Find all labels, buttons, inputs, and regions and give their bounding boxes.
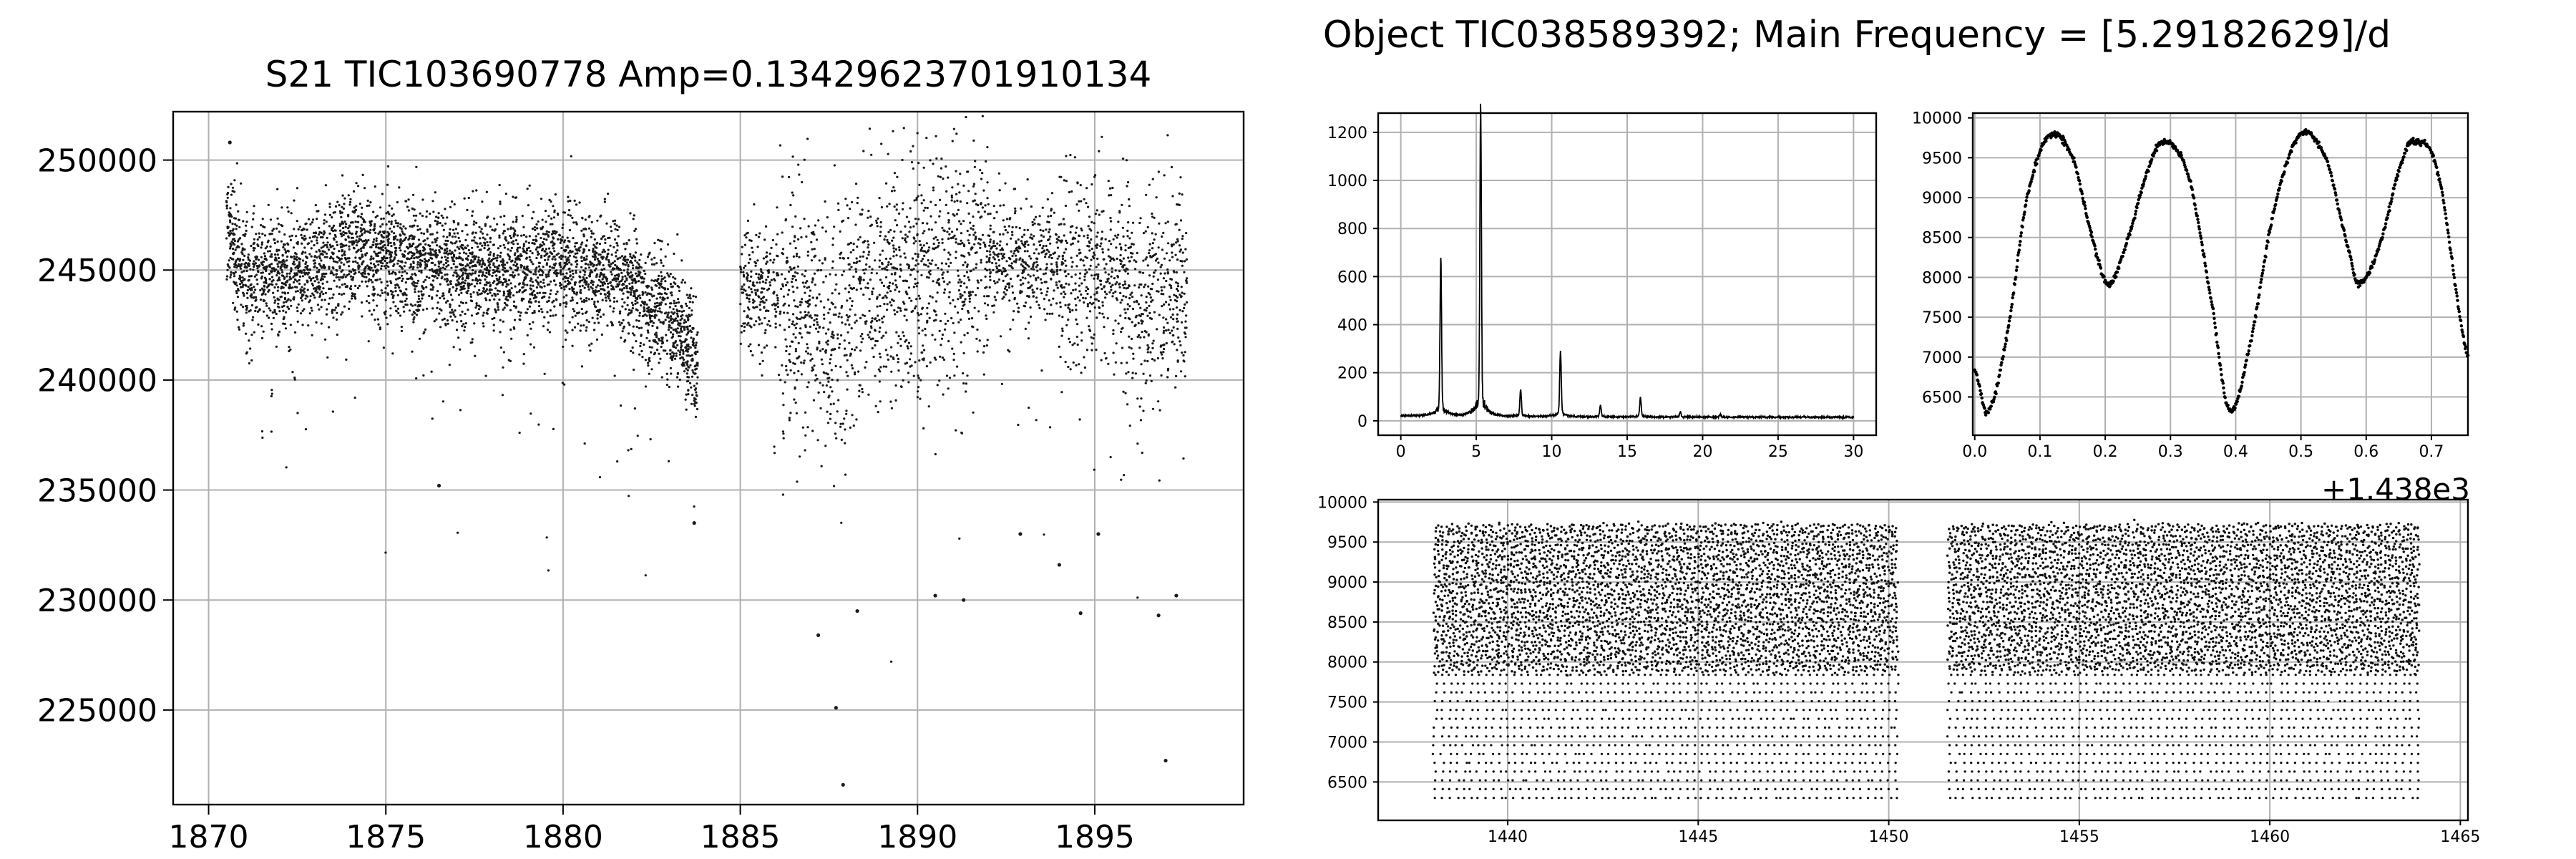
y-tick-label: 9500	[1922, 150, 1962, 168]
x-tick-label: 5	[1471, 443, 1481, 461]
x-tick-label: 1875	[346, 819, 426, 855]
outlier-point	[692, 521, 696, 525]
x-tick-label: 1460	[2250, 828, 2290, 846]
x-tick-label: 0.1	[2027, 443, 2052, 461]
outlier-point	[834, 706, 838, 710]
y-tick-label: 8000	[1922, 269, 1962, 287]
frequency-title: Object TIC038589392; Main Frequency = [5…	[1323, 14, 2391, 57]
outlier-point	[1078, 611, 1083, 616]
x-tick-label: 0.5	[2288, 443, 2313, 461]
y-tick-label: 400	[1337, 316, 1367, 334]
x-tick-label: 15	[1617, 443, 1637, 461]
y-tick-label: 250000	[37, 142, 157, 179]
y-tick-label: 600	[1337, 268, 1367, 286]
model-curve-points	[1431, 518, 2421, 800]
periodogram-axes: 0 5 10 15 20 25 30 0 200 400 600 800 1000 1200	[1327, 125, 1863, 461]
x-tick-label: 1450	[1869, 828, 1909, 846]
outlier-point	[1057, 563, 1062, 567]
light-curve-axes: 1870 1875 1880 1885 1890 1895 225000 230000 2350…	[37, 142, 1135, 855]
y-tick-label: 6500	[1327, 774, 1367, 792]
y-tick-label: 225000	[37, 693, 157, 729]
x-tick-label: 25	[1768, 443, 1788, 461]
x-tick-label: 10	[1542, 443, 1562, 461]
y-tick-label: 7000	[1327, 734, 1367, 752]
y-tick-label: 1000	[1327, 173, 1367, 190]
x-tick-label: 1895	[1055, 819, 1135, 855]
y-tick-label: 6500	[1922, 389, 1962, 407]
y-tick-label: 9000	[1922, 190, 1962, 208]
y-tick-label: 7500	[1922, 309, 1962, 327]
x-tick-label: 0.6	[2353, 443, 2379, 461]
model-curve-sparse-strokes	[1431, 674, 2421, 800]
x-tick-label: 0.4	[2223, 443, 2248, 461]
y-tick-label: 7000	[1922, 349, 1962, 367]
periodogram-line	[1400, 103, 1855, 421]
x-tick-label: 0.0	[1962, 443, 1987, 461]
x-tick-label: 0.2	[2093, 443, 2118, 461]
x-tick-label: 20	[1692, 443, 1712, 461]
light-curve-points	[225, 115, 1189, 787]
x-tick-label: 0.7	[2419, 443, 2444, 461]
x-tick-label: 1890	[877, 819, 957, 855]
model-curve-axes: 1440 1445 1450 1455 1460 1465 6500 7000 7500 8000…	[1317, 494, 2480, 846]
outlier-point	[841, 782, 845, 787]
phase-curve-frame	[1971, 112, 2469, 437]
y-tick-label: 230000	[37, 583, 157, 619]
light-curve-panel: S21 TIC103690778 Amp=0.13429623701910134…	[37, 54, 1245, 855]
outlier-point	[1156, 613, 1161, 618]
outlier-point	[962, 598, 966, 602]
x-tick-label: 1440	[1488, 828, 1528, 846]
x-tick-label: 0	[1396, 443, 1406, 461]
x-tick-label: 1465	[2440, 828, 2480, 846]
light-curve-frame	[172, 110, 1245, 806]
outlier-point	[855, 608, 859, 613]
y-tick-label: 235000	[37, 472, 157, 509]
y-tick-label: 9000	[1327, 574, 1367, 592]
y-tick-label: 8000	[1327, 654, 1367, 672]
x-tick-label: 1455	[2059, 828, 2099, 846]
light-curve-title: S21 TIC103690778 Amp=0.13429623701910134	[265, 54, 1152, 95]
y-tick-label: 10000	[1912, 110, 1962, 128]
outlier-point	[1096, 532, 1101, 536]
outlier-point	[1018, 532, 1023, 536]
outlier-point	[1163, 758, 1168, 763]
y-tick-label: 800	[1337, 220, 1367, 238]
phase-curve-points	[1973, 128, 2470, 417]
phase-curve-gridlines	[1973, 113, 2468, 435]
x-tick-label: 30	[1843, 443, 1863, 461]
y-tick-label: 200	[1337, 365, 1367, 383]
x-tick-label: 1870	[169, 819, 249, 855]
periodogram-gridlines	[1378, 113, 1876, 435]
outlier-point	[228, 140, 232, 145]
periodogram-panel: 0 5 10 15 20 25 30 0 200 400 600 800 1000 1200	[1327, 103, 1878, 461]
outlier-point	[436, 483, 441, 488]
y-tick-label: 245000	[37, 253, 157, 289]
y-tick-label: 10000	[1317, 494, 1367, 512]
y-tick-label: 9500	[1327, 534, 1367, 552]
periodogram-series	[1400, 103, 1855, 421]
y-tick-label: 1200	[1327, 125, 1367, 142]
y-tick-label: 8500	[1922, 230, 1962, 248]
model-curve-frame	[1377, 498, 2469, 822]
phase-curve-axes: 0.0 0.1 0.2 0.3 0.4 0.5 0.6 0.7 6500 7000 7500 8000…	[1912, 110, 2444, 461]
outlier-point	[1174, 593, 1179, 598]
outlier-point	[816, 633, 821, 637]
y-tick-label: 240000	[37, 363, 157, 399]
y-tick-label: 0	[1357, 413, 1367, 431]
model-curve-dense-band	[1432, 518, 2421, 677]
x-tick-label: 1885	[701, 819, 781, 855]
y-tick-label: 8500	[1327, 614, 1367, 632]
y-tick-label: 7500	[1327, 694, 1367, 712]
light-curve-gridlines	[173, 112, 1244, 805]
model-curve-panel: +1.438e3 1440 1445 1450 1455 1460 1465 6500 700…	[1317, 472, 2480, 846]
x-offset-label: +1.438e3	[2321, 472, 2470, 507]
x-tick-label: 1880	[523, 819, 603, 855]
phase-curve-panel: 0.0 0.1 0.2 0.3 0.4 0.5 0.6 0.7 6500 7000 7500 8000…	[1912, 110, 2470, 461]
light-curve-point-cloud	[225, 115, 1189, 663]
outlier-point	[933, 593, 937, 598]
phase-curve-dots	[1973, 128, 2470, 417]
x-tick-label: 0.3	[2158, 443, 2183, 461]
x-tick-label: 1445	[1678, 828, 1718, 846]
